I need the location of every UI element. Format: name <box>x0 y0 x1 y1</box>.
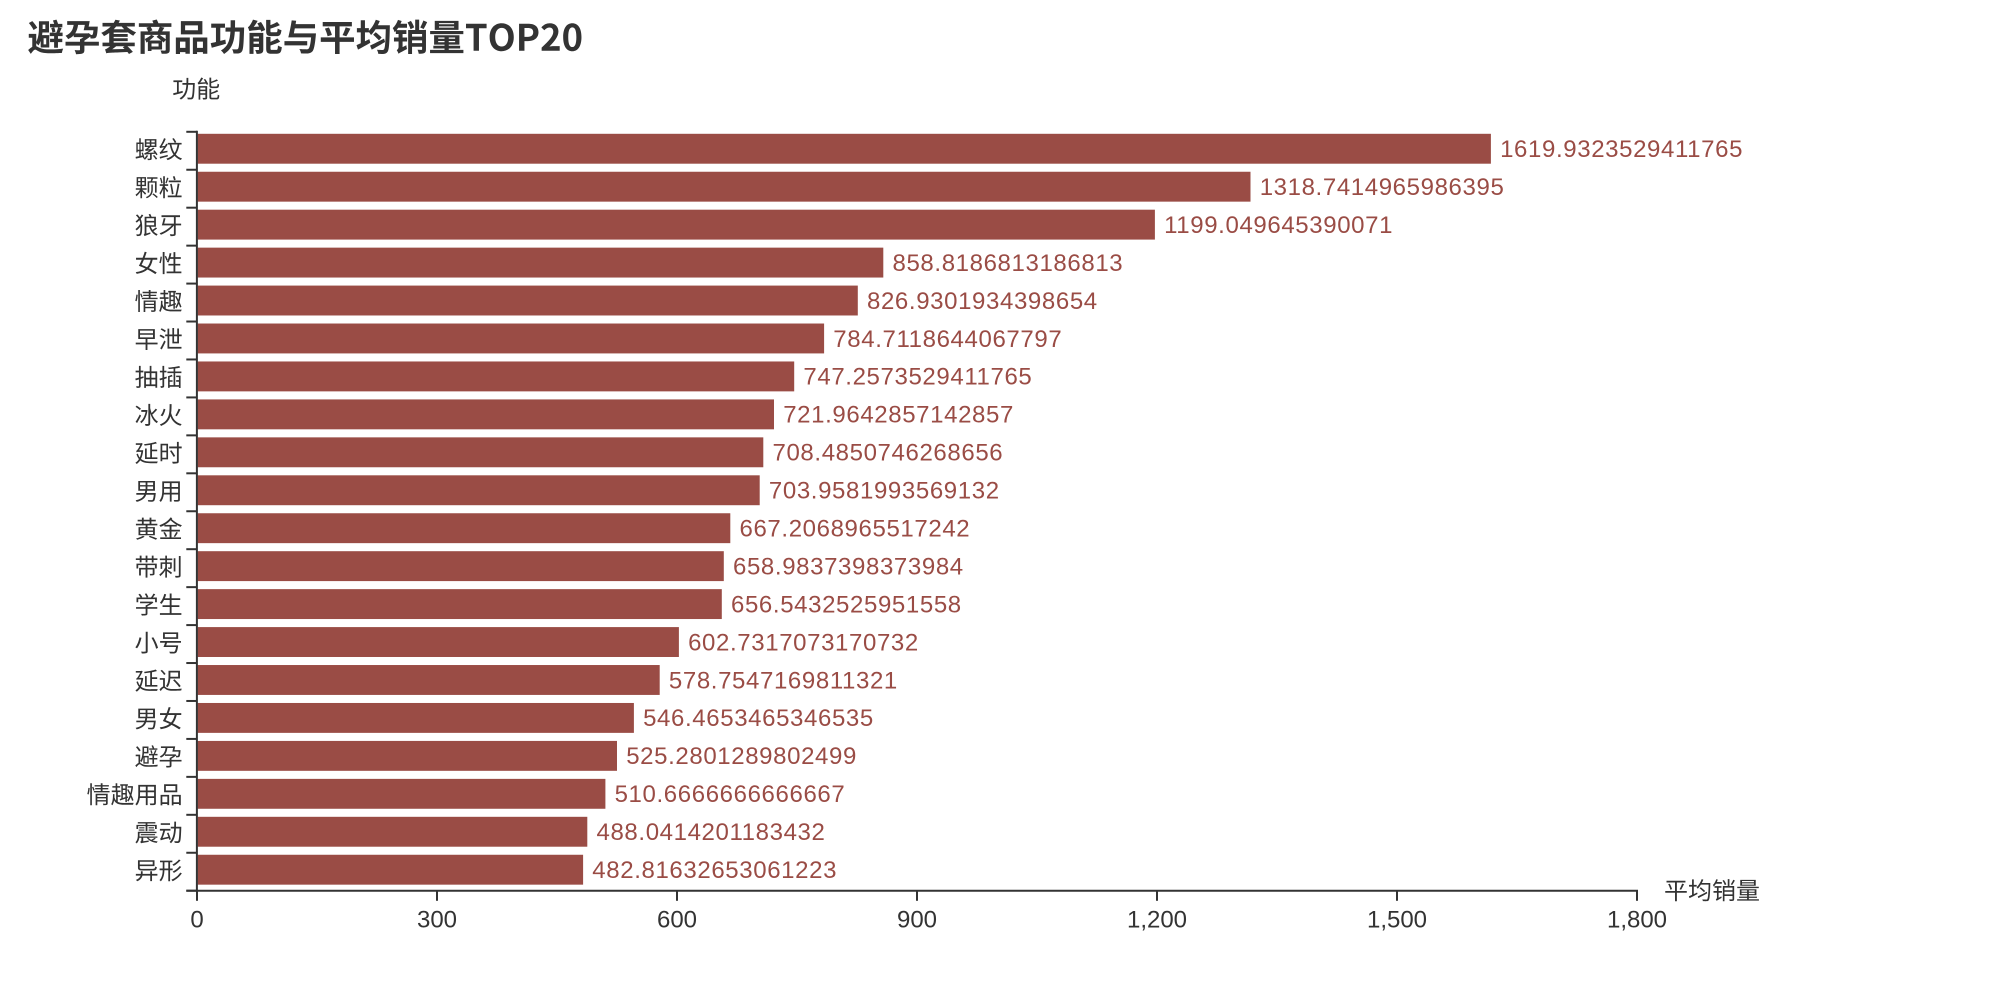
svg-text:708.4850746268656: 708.4850746268656 <box>773 440 1004 467</box>
svg-text:510.6666666666667: 510.6666666666667 <box>615 781 846 808</box>
svg-text:703.9581993569132: 703.9581993569132 <box>769 478 1000 505</box>
svg-text:1619.9323529411765: 1619.9323529411765 <box>1500 136 1743 163</box>
svg-text:482.81632653061223: 482.81632653061223 <box>592 857 837 884</box>
svg-text:656.5432525951558: 656.5432525951558 <box>731 591 962 618</box>
svg-text:721.9642857142857: 721.9642857142857 <box>783 402 1014 429</box>
svg-text:747.2573529411765: 747.2573529411765 <box>803 364 1032 391</box>
svg-text:1318.7414965986395: 1318.7414965986395 <box>1260 174 1505 201</box>
svg-text:602.7317073170732: 602.7317073170732 <box>688 629 919 656</box>
svg-text:578.7547169811321: 578.7547169811321 <box>669 667 898 694</box>
svg-text:1,800: 1,800 <box>1607 907 1667 934</box>
svg-text:826.9301934398654: 826.9301934398654 <box>867 288 1098 315</box>
svg-text:667.2068965517242: 667.2068965517242 <box>740 516 971 543</box>
svg-text:658.9837398373984: 658.9837398373984 <box>733 553 964 580</box>
svg-text:300: 300 <box>417 907 457 934</box>
svg-text:546.4653465346535: 546.4653465346535 <box>643 705 874 732</box>
svg-text:1,200: 1,200 <box>1127 907 1187 934</box>
svg-text:600: 600 <box>657 907 697 934</box>
svg-text:0: 0 <box>190 907 203 934</box>
svg-text:525.2801289802499: 525.2801289802499 <box>626 743 857 770</box>
svg-text:488.0414201183432: 488.0414201183432 <box>597 819 826 846</box>
svg-text:1,500: 1,500 <box>1367 907 1427 934</box>
svg-text:858.8186813186813: 858.8186813186813 <box>893 250 1124 277</box>
svg-text:1199.049645390071: 1199.049645390071 <box>1164 212 1393 239</box>
svg-text:900: 900 <box>897 907 937 934</box>
svg-text:784.7118644067797: 784.7118644067797 <box>833 326 1062 353</box>
